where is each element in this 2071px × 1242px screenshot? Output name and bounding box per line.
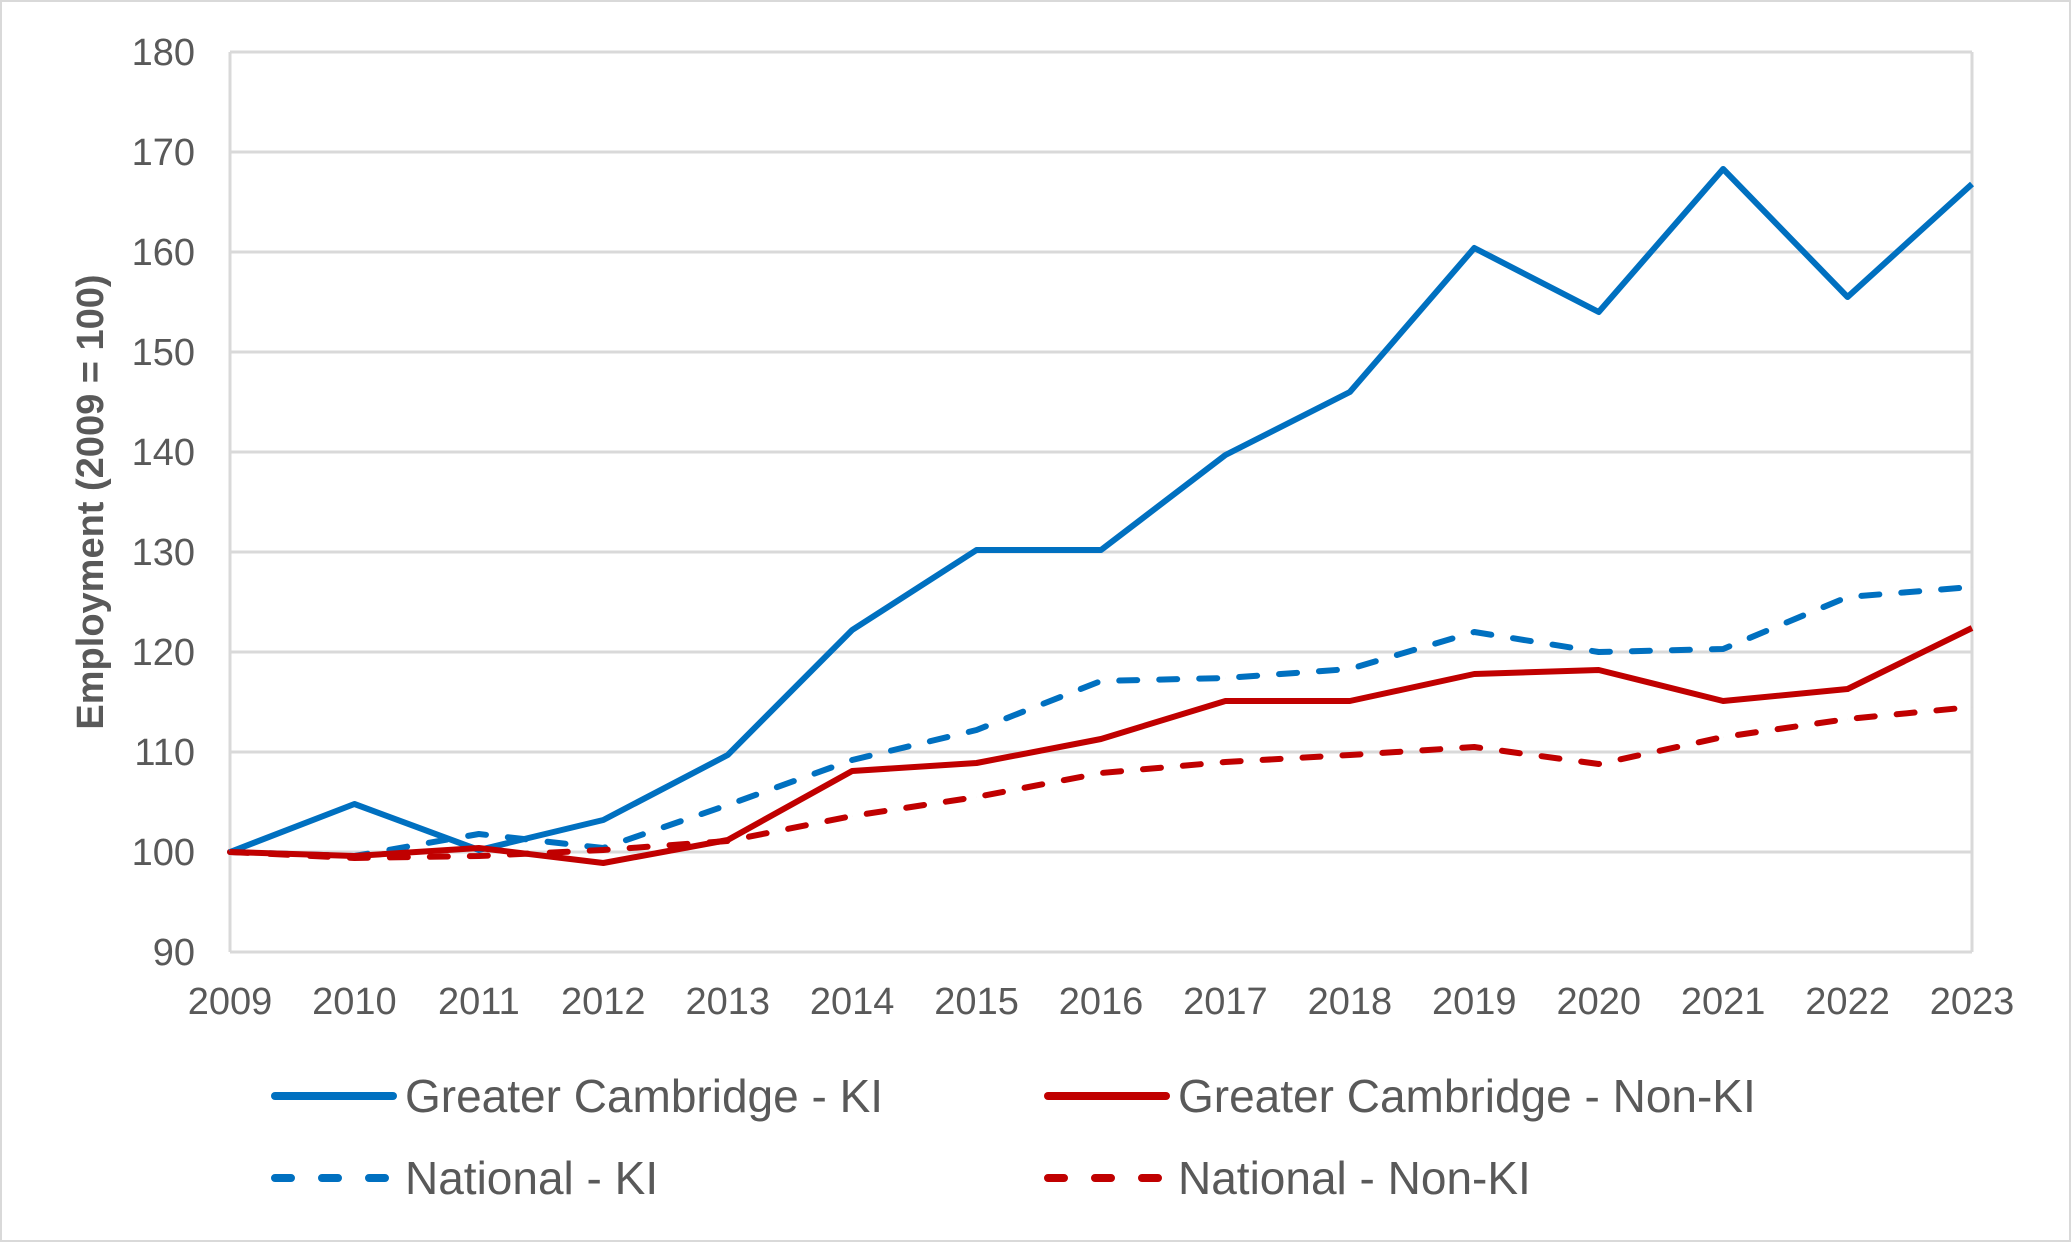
series-line-greater-cambridge-ki: [228, 166, 1975, 855]
x-axis-tick-labels: 2009 2010 2011 2012 2013 2014 2015 2016 2017 2018…: [188, 981, 2015, 1023]
x-tick-label: 2020: [1556, 981, 1641, 1023]
x-tick-label: 2021: [1681, 981, 1766, 1023]
y-tick-label: 90: [153, 932, 195, 974]
x-tick-label: 2014: [810, 981, 895, 1023]
y-tick-label: 140: [132, 432, 195, 474]
x-tick-label: 2016: [1059, 981, 1144, 1023]
y-tick-label: 130: [132, 532, 195, 574]
legend-label: Greater Cambridge - Non-KI: [1178, 1070, 1756, 1122]
y-tick-label: 110: [134, 732, 195, 774]
legend-label: Greater Cambridge - KI: [405, 1070, 883, 1122]
y-tick-label: 120: [132, 632, 195, 674]
x-tick-label: 2015: [934, 981, 1019, 1023]
y-tick-label: 160: [132, 232, 195, 274]
series-line-greater-cambridge-non-ki: [229, 625, 1974, 866]
legend: Greater Cambridge - KI Greater Cambridge …: [271, 1070, 1756, 1204]
legend-item: Greater Cambridge - Non-KI: [1044, 1070, 1756, 1122]
y-axis-tick-labels: 90 100 110 120 130 140 150 160 170 180: [132, 32, 195, 974]
x-tick-label: 2010: [312, 981, 397, 1023]
legend-item: Greater Cambridge - KI: [271, 1070, 883, 1122]
y-tick-label: 150: [132, 332, 195, 374]
legend-label: National - Non-KI: [1178, 1152, 1531, 1204]
legend-item: National - KI: [271, 1152, 658, 1204]
x-tick-label: 2018: [1308, 981, 1393, 1023]
legend-label: National - KI: [405, 1152, 658, 1204]
x-tick-label: 2017: [1183, 981, 1268, 1023]
series-line-national-ki: [227, 584, 1975, 859]
x-tick-label: 2013: [685, 981, 770, 1023]
x-tick-label: 2023: [1930, 981, 2015, 1023]
x-tick-label: 2011: [438, 981, 520, 1023]
x-tick-label: 2012: [561, 981, 646, 1023]
y-tick-label: 180: [132, 32, 195, 74]
series-lines: [227, 166, 1975, 866]
series-line-national-non-ki: [227, 704, 1975, 861]
x-tick-label: 2009: [188, 981, 273, 1023]
x-tick-label: 2022: [1805, 981, 1890, 1023]
y-axis-title: Employment (2009 = 100): [70, 274, 112, 729]
y-tick-label: 100: [132, 832, 195, 874]
x-tick-label: 2019: [1432, 981, 1517, 1023]
y-tick-label: 170: [132, 132, 195, 174]
legend-item: National - Non-KI: [1044, 1152, 1531, 1204]
